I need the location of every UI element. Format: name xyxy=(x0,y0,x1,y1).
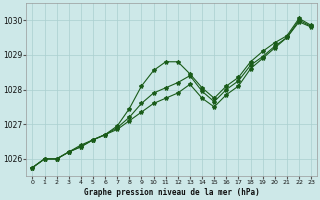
X-axis label: Graphe pression niveau de la mer (hPa): Graphe pression niveau de la mer (hPa) xyxy=(84,188,260,197)
